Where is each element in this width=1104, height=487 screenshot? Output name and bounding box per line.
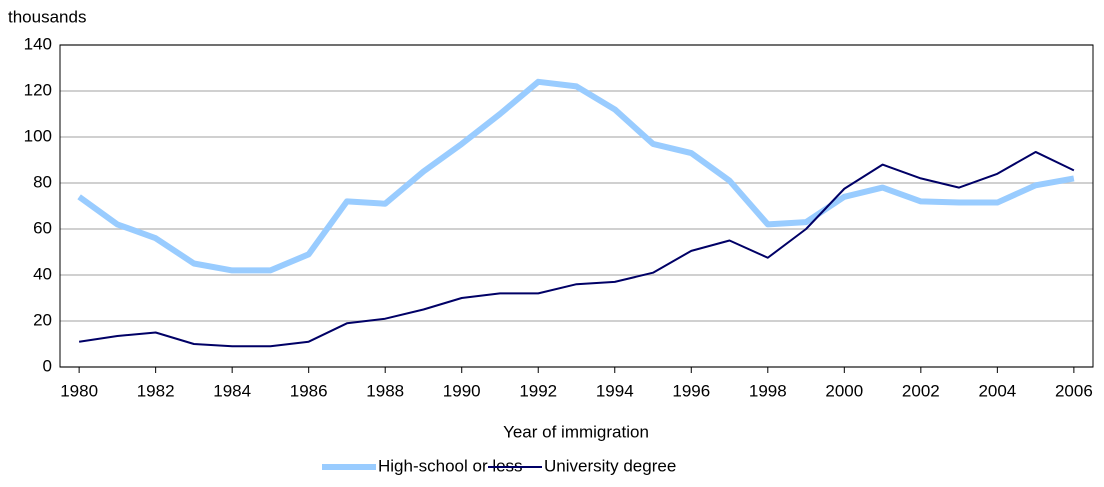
x-tick-label: 2002	[902, 381, 940, 400]
legend-label: High-school or less	[378, 456, 523, 475]
legend-label: University degree	[544, 456, 676, 475]
y-tick-label: 40	[33, 264, 52, 283]
x-tick-label: 1988	[366, 381, 404, 400]
x-tick-label: 1996	[672, 381, 710, 400]
x-tick-label: 2006	[1055, 381, 1093, 400]
x-tick-label: 1998	[749, 381, 787, 400]
y-tick-label: 0	[43, 356, 52, 375]
y-tick-label: 80	[33, 172, 52, 191]
series-line	[77, 78, 1075, 274]
x-tick-label: 1994	[596, 381, 634, 400]
x-tick-label: 2000	[825, 381, 863, 400]
x-tick-label: 1986	[290, 381, 328, 400]
y-tick-label: 120	[24, 80, 52, 99]
y-tick-label: 140	[24, 34, 52, 53]
x-tick-label: 1990	[443, 381, 481, 400]
x-tick-label: 1980	[60, 381, 98, 400]
x-axis-label: Year of immigration	[503, 422, 649, 441]
x-tick-label: 2004	[978, 381, 1016, 400]
x-tick-label: 1984	[213, 381, 251, 400]
y-tick-label: 60	[33, 218, 52, 237]
series-line	[78, 150, 1075, 348]
x-tick-label: 1982	[137, 381, 175, 400]
y-unit-label: thousands	[8, 7, 86, 26]
y-tick-label: 100	[24, 126, 52, 145]
x-tick-label: 1992	[519, 381, 557, 400]
plot-frame	[59, 44, 1094, 368]
y-tick-label: 20	[33, 310, 52, 329]
